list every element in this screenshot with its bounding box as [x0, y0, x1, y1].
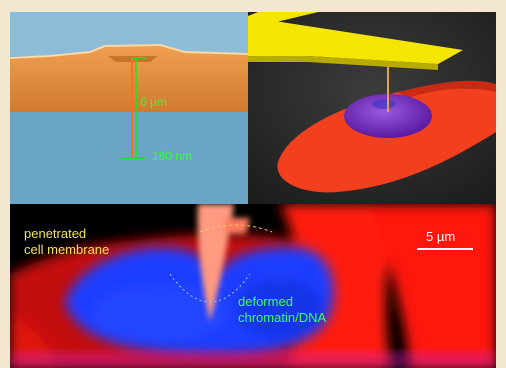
membrane-label: penetrated cell membrane [24, 226, 109, 257]
figure-frame: 6 µm 180 nm [10, 12, 496, 368]
cell-render-image [248, 12, 496, 204]
probe-signal [197, 204, 250, 322]
fluorescence-panel: penetrated cell membrane deformed chroma… [10, 204, 496, 368]
cell-nucleus [344, 94, 432, 138]
depth-label: 6 µm [140, 95, 167, 109]
cantilever [248, 20, 463, 64]
film-layer [10, 45, 248, 112]
membrane-outline [199, 224, 273, 233]
sem-cross-section-image [10, 12, 248, 204]
fluorescence-image [10, 204, 496, 368]
membrane-label-text: penetrated cell membrane [24, 226, 110, 257]
width-label: 180 nm [152, 149, 193, 163]
chromatin-label: deformed chromatin/DNA [238, 294, 326, 325]
cell-body [277, 83, 496, 193]
sem-cross-section-panel: 6 µm 180 nm [10, 12, 248, 204]
cell-render-panel [248, 12, 496, 204]
deformation-outline [169, 273, 251, 303]
scale-bar-label: 5 µm [426, 229, 456, 244]
chromatin-signal [65, 247, 334, 355]
chromatin-label-text: deformed chromatin/DNA [238, 294, 327, 325]
